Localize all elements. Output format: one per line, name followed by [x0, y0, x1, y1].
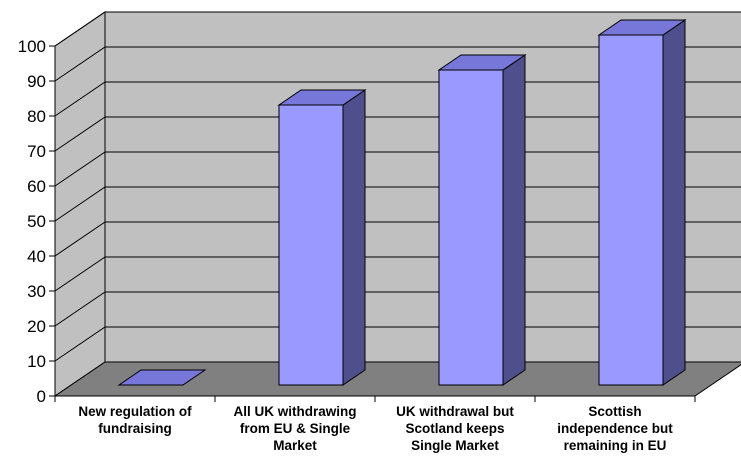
y-tick-label: 10: [27, 352, 46, 371]
bar-front: [278, 104, 344, 386]
y-tick-label: 40: [27, 247, 46, 266]
chart-floor: [53, 361, 741, 397]
x-category-label: All UK withdrawing from EU & Single Market: [234, 404, 357, 453]
bar-top: [597, 19, 687, 36]
bar: [277, 89, 367, 386]
gridline: [54, 326, 741, 362]
bar-side: [662, 19, 686, 386]
gridline: [54, 221, 741, 257]
x-category-label: UK withdrawal but Scotland keeps Single Ma…: [396, 404, 514, 453]
bars: [117, 19, 687, 386]
gridline: [54, 11, 741, 47]
y-tick-label: 80: [27, 107, 46, 126]
y-tick-label: 0: [37, 387, 46, 406]
x-category-label: New regulation of fundraising: [78, 404, 192, 436]
x-category-label: Scottish independence but remaining in EU: [557, 404, 673, 453]
gridline: [54, 81, 741, 117]
gridline: [54, 256, 741, 292]
bar-side: [342, 89, 366, 386]
bar-side: [502, 54, 526, 386]
x-axis: New regulation of fundraising All UK withd…: [54, 396, 696, 453]
gridlines: [54, 11, 741, 362]
bar-front: [598, 34, 664, 386]
gridline: [54, 151, 741, 187]
bar-top: [117, 369, 207, 386]
bar: [117, 369, 207, 386]
y-tick-label: 20: [27, 317, 46, 336]
y-tick-label: 60: [27, 177, 46, 196]
bar-top: [437, 54, 527, 71]
y-tick-label: 50: [27, 212, 46, 231]
gridline: [54, 46, 741, 82]
y-tick-label: 70: [27, 142, 46, 161]
y-tick-label: 90: [27, 72, 46, 91]
y-tick-label: 30: [27, 282, 46, 301]
bar: [597, 19, 687, 386]
y-tick-label: 100: [18, 37, 46, 56]
bar-top: [277, 89, 367, 106]
bar: [437, 54, 527, 386]
gridline: [54, 186, 741, 222]
bar-front: [438, 69, 504, 386]
gridline: [54, 116, 741, 152]
gridline: [54, 291, 741, 327]
y-axis: 0 10 20 30 40 50 60 70 80 90 100: [18, 37, 56, 406]
